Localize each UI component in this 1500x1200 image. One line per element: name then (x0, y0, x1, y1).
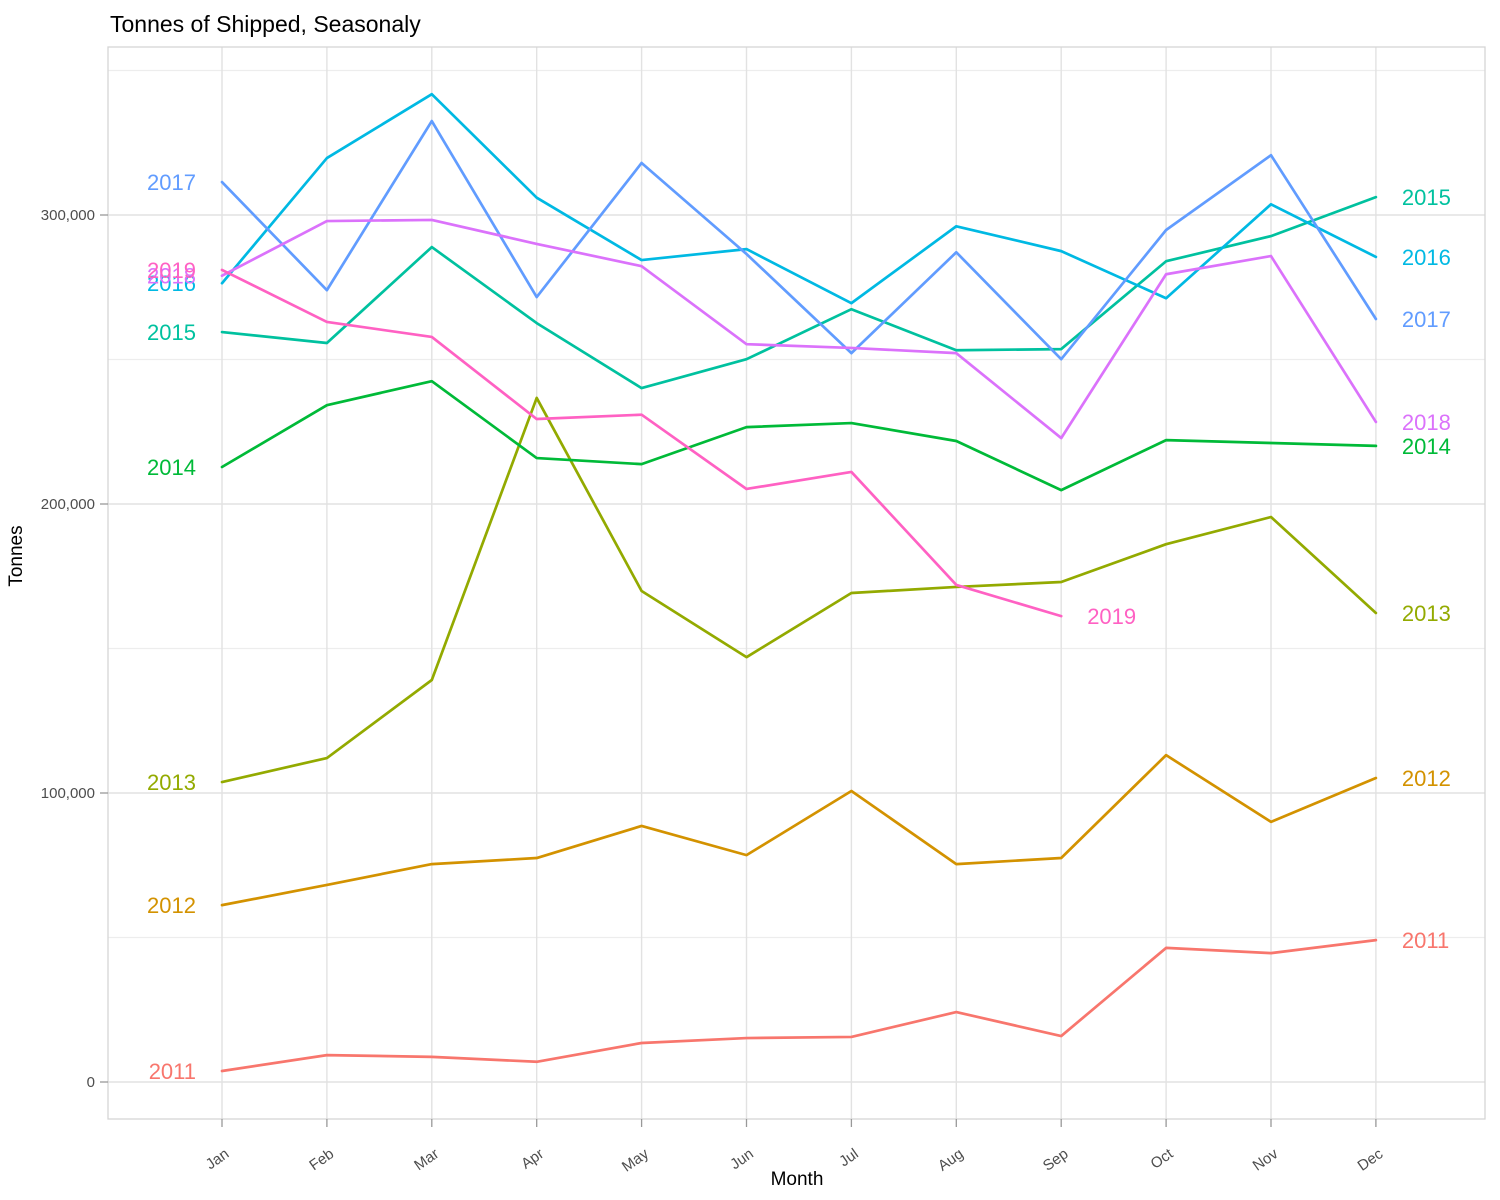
series-line-2016 (220, 92, 1378, 305)
year-label-left-2011: 2011 (149, 1059, 196, 1084)
y-tick-label: 0 (87, 1074, 95, 1091)
y-tick-label: 200,000 (41, 496, 95, 513)
year-label-right-2019: 2019 (1087, 604, 1136, 629)
x-tick-label: Feb (306, 1145, 337, 1174)
year-label-left-2017: 2017 (147, 170, 196, 195)
y-tick-label: 100,000 (41, 785, 95, 802)
year-label-right-2018: 2018 (1402, 410, 1451, 435)
y-axis-title: Tonnes (6, 525, 27, 586)
x-tick-label: Nov (1250, 1145, 1282, 1175)
year-label-right-2017: 2017 (1402, 307, 1451, 332)
grid-layer (107, 46, 1486, 1120)
series-line-2011 (220, 938, 1378, 1073)
series-line-2018 (220, 218, 1378, 440)
x-tick-label: Mar (411, 1145, 442, 1174)
year-label-left-2014: 2014 (147, 455, 196, 480)
y-tick-label: 300,000 (41, 207, 95, 224)
year-label-right-2015: 2015 (1402, 185, 1451, 210)
year-label-left-2013: 2013 (147, 770, 196, 795)
year-label-left-2018: 2018 (147, 264, 196, 289)
x-tick-label: Jul (836, 1145, 861, 1170)
x-axis-title: Month (771, 1169, 824, 1190)
series-end-labels: 2011 2011 2012 2012 2013 2013 2014 2014 2015 2015… (147, 170, 1451, 1084)
series-line-2019 (220, 268, 1063, 618)
year-label-left-2019: 2019 (147, 258, 196, 283)
axis-layer: 0 100,000 200,000 300,000 Jan Feb Mar Apr May Jun… (41, 207, 1387, 1176)
panel-border (107, 46, 1486, 1120)
x-tick-label: Jun (727, 1145, 757, 1173)
series-line-2014 (220, 379, 1378, 492)
year-label-right-2014: 2014 (1402, 434, 1451, 459)
year-label-left-2012: 2012 (147, 893, 196, 918)
x-tick-label: Sep (1040, 1145, 1072, 1174)
series-line-2013 (220, 396, 1378, 784)
year-label-right-2013: 2013 (1402, 601, 1451, 626)
series-line-2012 (220, 753, 1378, 907)
year-label-right-2016: 2016 (1402, 245, 1451, 270)
year-label-right-2012: 2012 (1402, 766, 1451, 791)
x-tick-label: Dec (1355, 1145, 1387, 1175)
x-tick-label: May (619, 1145, 652, 1175)
chart-title: Tonnes of Shipped, Seasonaly (110, 11, 421, 37)
year-label-left-2015: 2015 (147, 320, 196, 345)
x-tick-label: Apr (518, 1145, 547, 1172)
year-label-right-2011: 2011 (1402, 928, 1449, 953)
x-tick-label: Aug (935, 1145, 967, 1174)
x-tick-label: Oct (1148, 1145, 1178, 1173)
series-line-2017 (220, 119, 1378, 361)
year-label-left-2016: 2016 (147, 271, 196, 296)
x-tick-label: Jan (203, 1145, 233, 1173)
series-line-2015 (220, 195, 1378, 390)
series-layer (220, 92, 1378, 1073)
